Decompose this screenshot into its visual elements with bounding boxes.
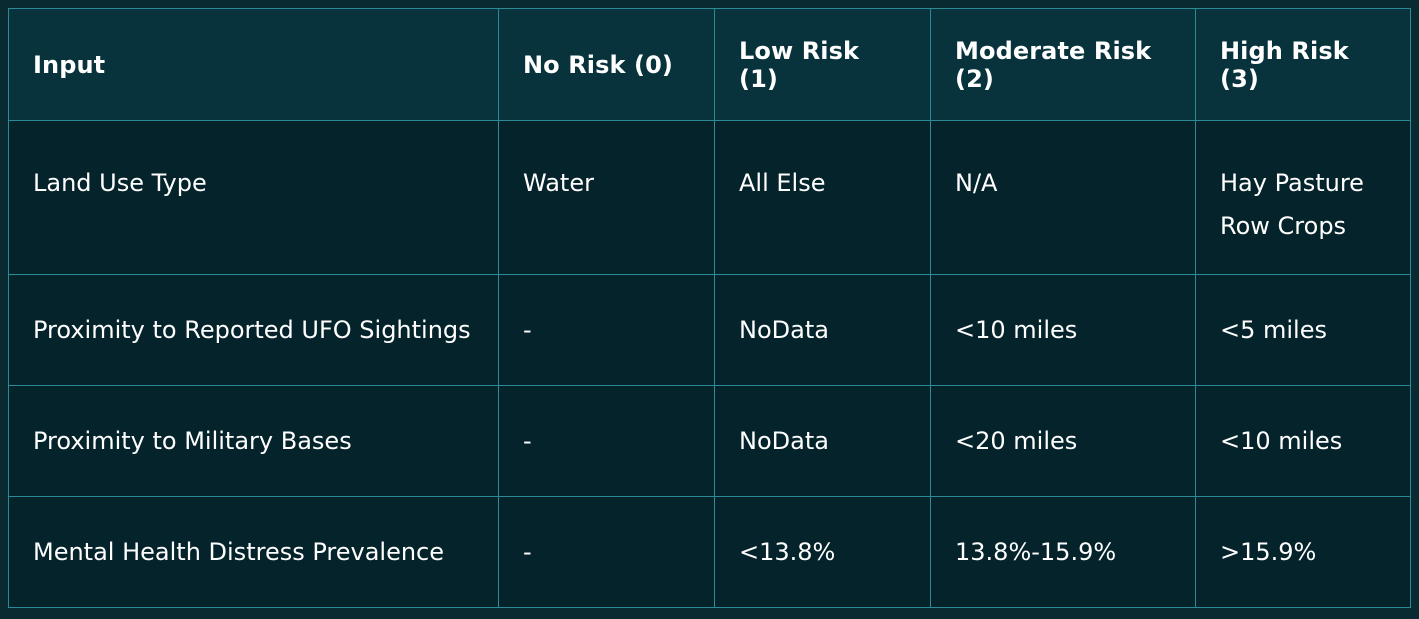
header-low-risk: Low Risk (1): [714, 8, 931, 121]
cell-high-risk-line: Row Crops: [1220, 212, 1347, 240]
cell-low-risk: <13.8%: [714, 496, 931, 608]
cell-input: Mental Health Distress Prevalence: [8, 496, 499, 608]
header-input: Input: [8, 8, 499, 121]
table-row: Proximity to Military Bases - NoData <20…: [8, 385, 1411, 497]
cell-no-risk: -: [498, 274, 715, 386]
table-row: Land Use Type Water All Else N/A Hay Pas…: [8, 120, 1411, 275]
cell-moderate-risk: <10 miles: [930, 274, 1196, 386]
risk-criteria-table: Input No Risk (0) Low Risk (1) Moderate …: [8, 8, 1411, 608]
cell-high-risk: <5 miles: [1195, 274, 1411, 386]
cell-moderate-risk: 13.8%-15.9%: [930, 496, 1196, 608]
cell-input: Proximity to Military Bases: [8, 385, 499, 497]
cell-moderate-risk: N/A: [930, 120, 1196, 275]
cell-low-risk: NoData: [714, 274, 931, 386]
cell-no-risk: -: [498, 385, 715, 497]
cell-high-risk: >15.9%: [1195, 496, 1411, 608]
cell-high-risk-line: Hay Pasture: [1220, 169, 1364, 197]
cell-moderate-risk: <20 miles: [930, 385, 1196, 497]
table-row: Mental Health Distress Prevalence - <13.…: [8, 496, 1411, 608]
risk-table-container: Input No Risk (0) Low Risk (1) Moderate …: [8, 8, 1411, 608]
header-high-risk: High Risk (3): [1195, 8, 1411, 121]
header-no-risk: No Risk (0): [498, 8, 715, 121]
cell-no-risk: Water: [498, 120, 715, 275]
cell-low-risk: NoData: [714, 385, 931, 497]
cell-low-risk: All Else: [714, 120, 931, 275]
cell-input: Land Use Type: [8, 120, 499, 275]
header-moderate-risk: Moderate Risk (2): [930, 8, 1196, 121]
cell-high-risk: Hay Pasture Row Crops: [1195, 120, 1411, 275]
cell-input: Proximity to Reported UFO Sightings: [8, 274, 499, 386]
cell-no-risk: -: [498, 496, 715, 608]
table-row: Proximity to Reported UFO Sightings - No…: [8, 274, 1411, 386]
cell-high-risk: <10 miles: [1195, 385, 1411, 497]
table-header-row: Input No Risk (0) Low Risk (1) Moderate …: [8, 8, 1411, 121]
